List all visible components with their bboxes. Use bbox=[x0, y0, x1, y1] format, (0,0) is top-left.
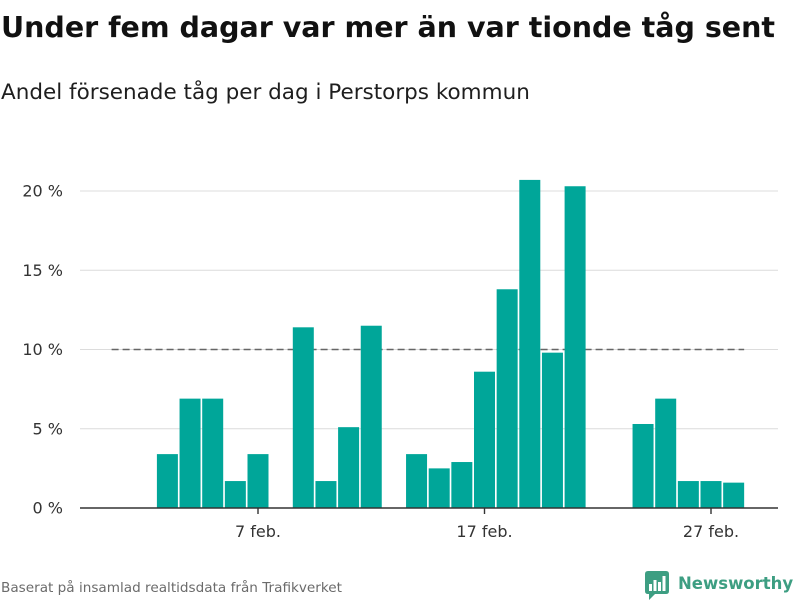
chart-title: Under fem dagar var mer än var tionde tå… bbox=[1, 11, 776, 44]
bar-10-feb bbox=[315, 481, 337, 508]
bar-18-feb bbox=[496, 289, 518, 508]
bar-11-feb bbox=[338, 427, 360, 508]
bar-27-feb bbox=[700, 481, 722, 508]
y-tick-label: 0 % bbox=[33, 499, 63, 518]
y-tick-label: 15 % bbox=[22, 261, 63, 280]
bar-24-feb bbox=[632, 423, 654, 508]
x-tick-label: 27 feb. bbox=[683, 522, 739, 541]
bar-17-feb bbox=[474, 371, 495, 508]
newsworthy-logo-icon bbox=[645, 571, 669, 600]
bar-4-feb bbox=[179, 398, 201, 508]
bar-15-feb bbox=[428, 468, 450, 508]
bar-6-feb bbox=[224, 481, 246, 508]
bar-9-feb bbox=[292, 327, 314, 508]
bar-16-feb bbox=[451, 462, 473, 508]
y-tick-label: 20 % bbox=[22, 182, 63, 201]
x-tick-label: 7 feb. bbox=[235, 522, 281, 541]
bar-3-feb bbox=[156, 454, 178, 508]
chart-subtitle: Andel försenade tåg per dag i Perstorps … bbox=[1, 80, 530, 105]
x-tick-label: 17 feb. bbox=[456, 522, 512, 541]
bar-25-feb bbox=[655, 398, 677, 508]
y-tick-label: 5 % bbox=[33, 419, 63, 438]
bar-20-feb bbox=[541, 352, 563, 508]
source-note: Baserat på insamlad realtidsdata från Tr… bbox=[1, 580, 342, 596]
bar-14-feb bbox=[406, 454, 428, 508]
newsworthy-logo-text: Newsworthy bbox=[678, 574, 794, 593]
bar-26-feb bbox=[677, 481, 699, 508]
y-tick-label: 10 % bbox=[22, 340, 63, 359]
bar-12-feb bbox=[360, 325, 382, 508]
bar-28-feb bbox=[723, 482, 745, 508]
bar-7-feb bbox=[247, 454, 269, 508]
bar-21-feb bbox=[564, 186, 586, 508]
bar-19-feb bbox=[519, 179, 541, 508]
bar-5-feb bbox=[202, 398, 224, 508]
